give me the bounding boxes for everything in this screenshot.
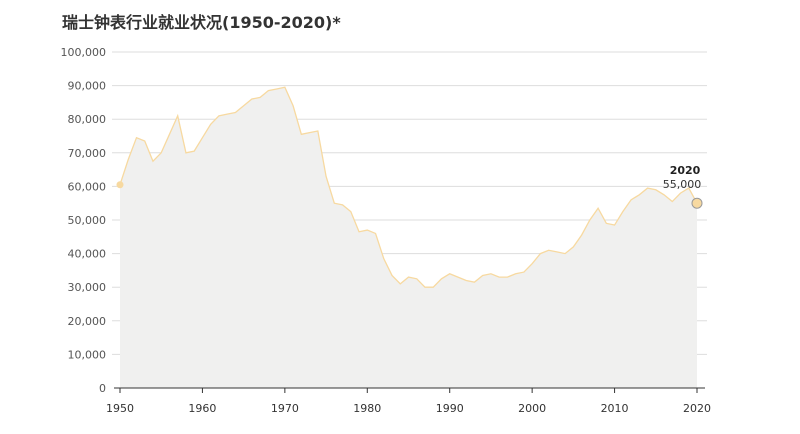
y-tick-label: 80,000 (68, 113, 107, 126)
x-tick-label: 2010 (601, 402, 629, 415)
y-tick-label: 60,000 (68, 180, 107, 193)
y-axis-ticks: 0 10,000 20,000 30,000 40,000 50,000 60,000 70,… (61, 46, 107, 395)
y-tick-label: 0 (99, 382, 106, 395)
x-tick-label: 1960 (188, 402, 216, 415)
x-axis-ticks: 1950 1960 1970 1980 1990 2000 2010 2020 (106, 388, 711, 415)
annotation-value: 55,000 (663, 178, 702, 191)
y-tick-label: 20,000 (68, 315, 107, 328)
y-tick-label: 70,000 (68, 147, 107, 160)
annotation-2020: 2020 55,000 (663, 164, 702, 191)
start-point-marker (116, 181, 124, 189)
y-tick-label: 40,000 (68, 248, 107, 261)
y-tick-label: 100,000 (61, 46, 107, 59)
x-tick-label: 1990 (436, 402, 464, 415)
y-tick-label: 30,000 (68, 281, 107, 294)
chart-title: 瑞士钟表行业就业状况(1950-2020)* (62, 13, 341, 32)
y-tick-label: 50,000 (68, 214, 107, 227)
employment-area (120, 87, 697, 388)
end-point-marker (691, 197, 703, 209)
employment-line (119, 86, 698, 288)
x-tick-label: 2000 (518, 402, 546, 415)
y-tick-label: 10,000 (68, 348, 107, 361)
x-tick-label: 1970 (271, 402, 299, 415)
x-tick-label: 2020 (683, 402, 711, 415)
markers (116, 181, 703, 209)
annotation-year: 2020 (670, 164, 701, 177)
y-tick-label: 90,000 (68, 80, 107, 93)
x-tick-label: 1950 (106, 402, 134, 415)
x-tick-label: 1980 (353, 402, 381, 415)
